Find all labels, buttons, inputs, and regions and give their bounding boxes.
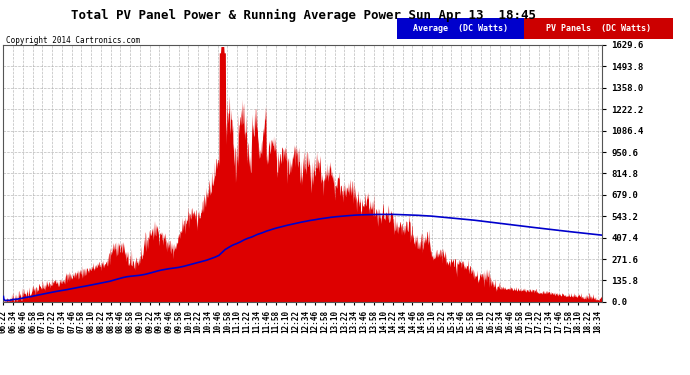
Text: Copyright 2014 Cartronics.com: Copyright 2014 Cartronics.com xyxy=(6,36,139,45)
Text: Total PV Panel Power & Running Average Power Sun Apr 13  18:45: Total PV Panel Power & Running Average P… xyxy=(71,9,536,22)
Text: PV Panels  (DC Watts): PV Panels (DC Watts) xyxy=(546,24,651,33)
Text: Average  (DC Watts): Average (DC Watts) xyxy=(413,24,508,33)
